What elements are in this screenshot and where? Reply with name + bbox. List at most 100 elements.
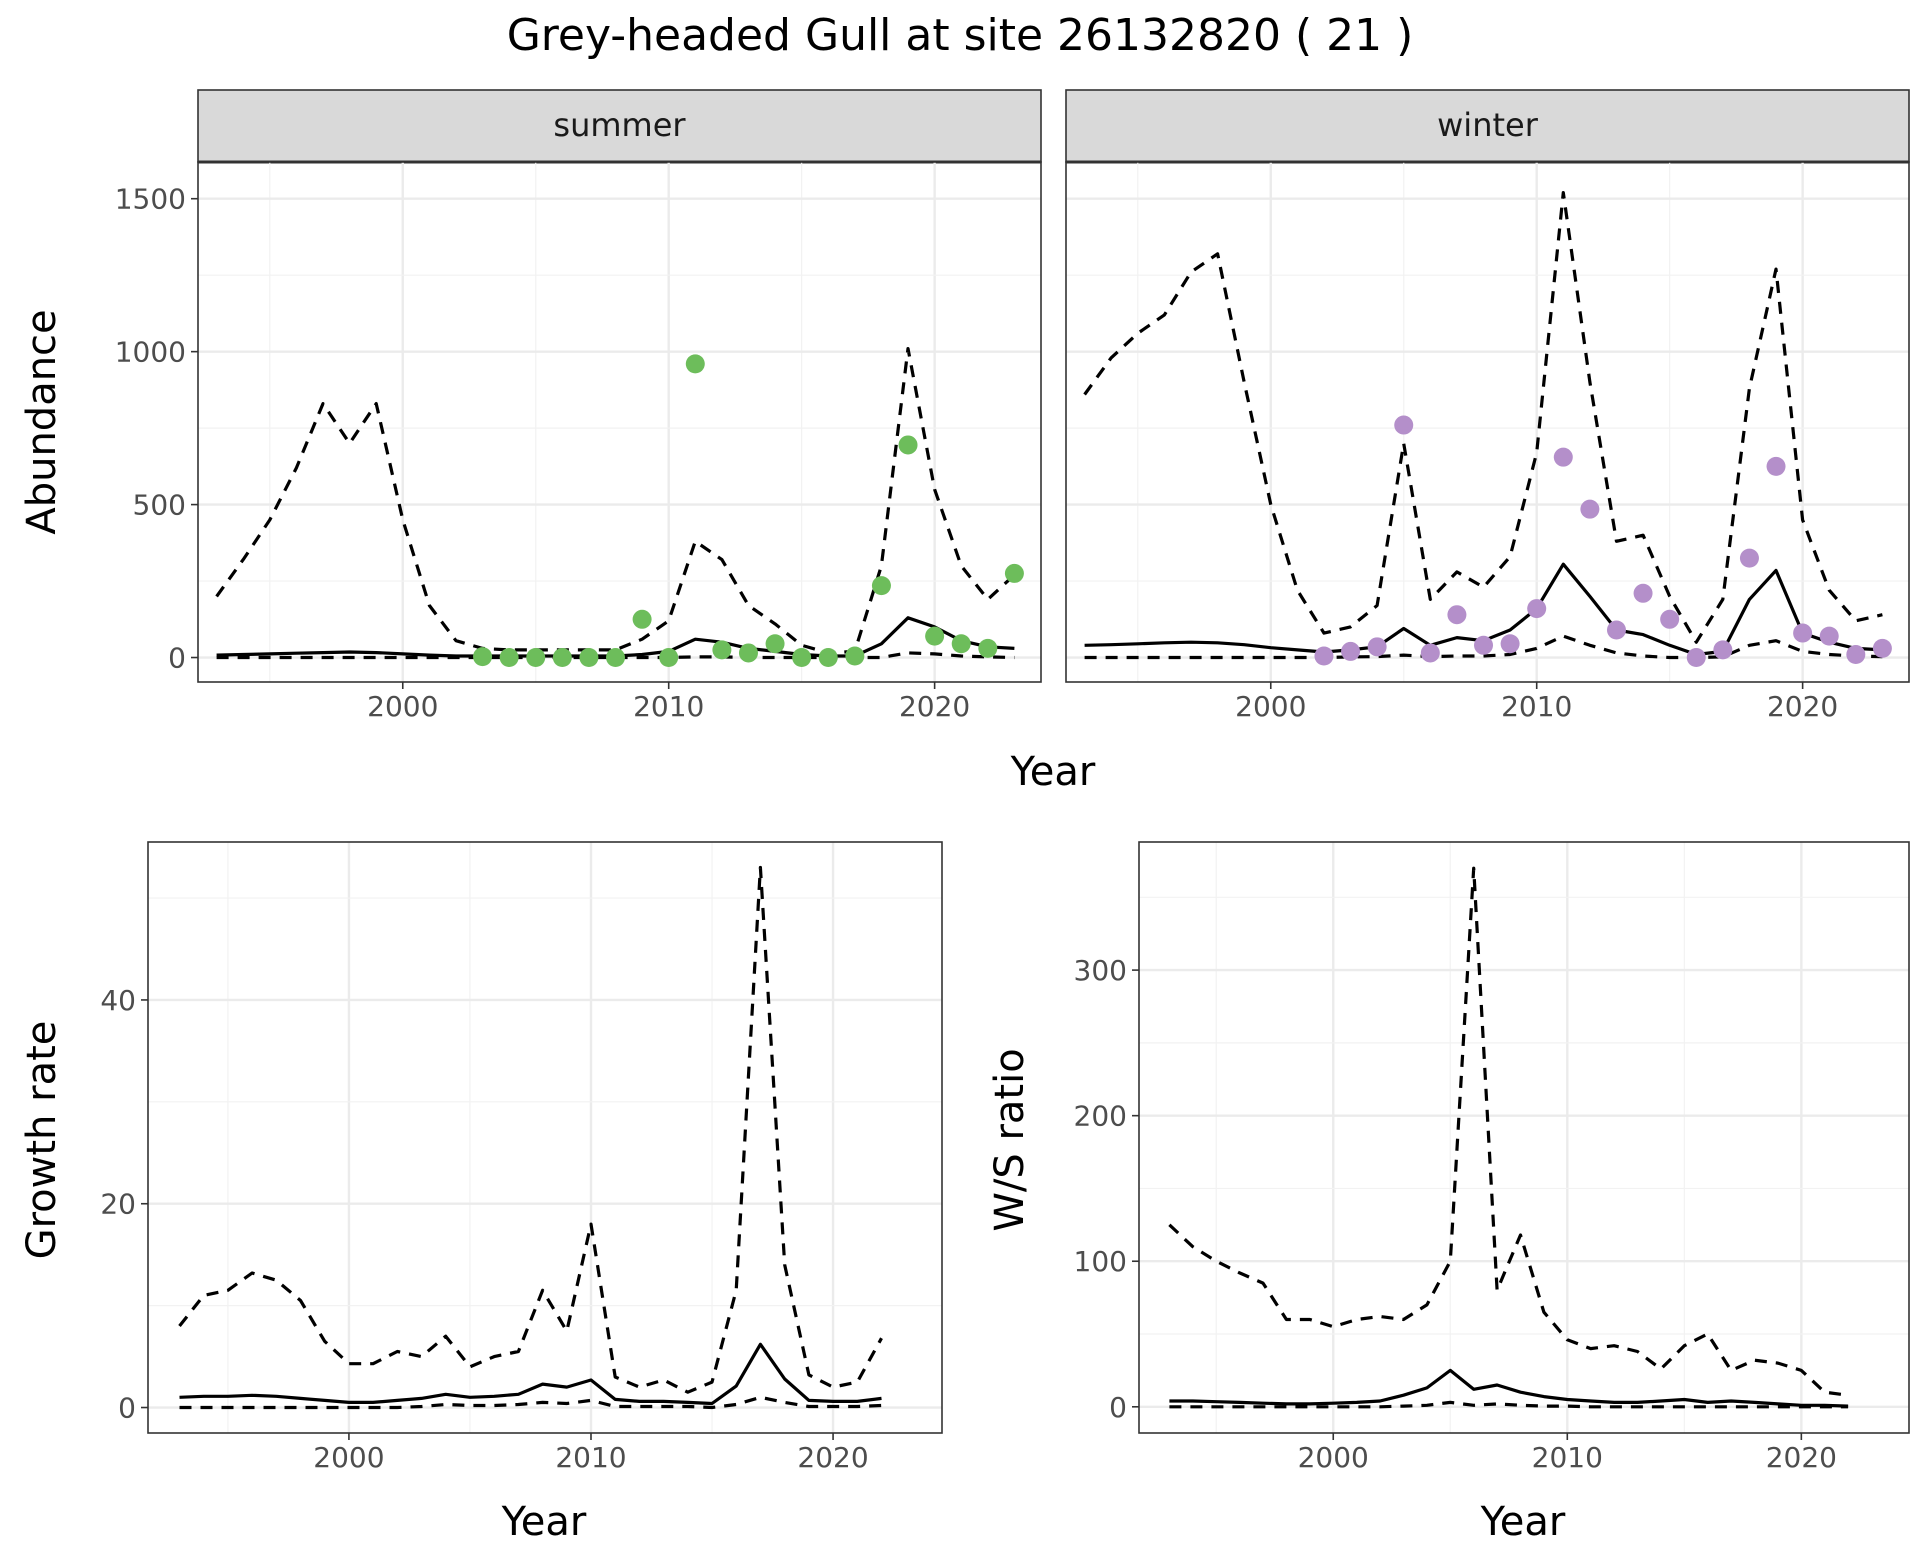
- winter-grid: [1066, 162, 1909, 682]
- growth-rate-median-line: [179, 1342, 882, 1406]
- growth-rate-y-axis-title: Growth rate: [19, 1021, 65, 1260]
- summer-point: [659, 648, 679, 668]
- summer-point: [738, 643, 758, 663]
- winter-x-tick-label: 2020: [1767, 690, 1838, 723]
- growth-rate-upper-bound-line: [178, 865, 883, 1394]
- ws-ratio-y-tick-label: 300: [1074, 954, 1127, 987]
- ws-ratio-panel: 2000 2010 2020 0 100 200 300: [1074, 841, 1910, 1474]
- summer-lower-bound-line: [216, 651, 1015, 660]
- ws-ratio-x-axis-title: Year: [1480, 1499, 1566, 1545]
- winter-point: [1819, 626, 1839, 646]
- ws-ratio-x-tick-label: 2020: [1766, 1441, 1837, 1474]
- summer-point: [765, 634, 785, 654]
- abundance-y-axis-title: Abundance: [19, 309, 65, 534]
- abundance-winter-panel: winter 2000 2010 2020: [1065, 89, 1910, 723]
- summer-strip-label: summer: [553, 106, 686, 144]
- summer-y-tick-label: 500: [133, 489, 186, 522]
- summer-x-tick-label: 2000: [367, 690, 438, 723]
- abundance-summer-panel: summer 2000 2010 2020 0 500 1000 1500: [115, 89, 1042, 723]
- winter-point: [1420, 643, 1440, 663]
- ws-ratio-plot-area: 2000 2010 2020 0 100 200 300: [1074, 841, 1910, 1474]
- ws-ratio-lower-bound-line: [1169, 1400, 1849, 1409]
- summer-strip: [197, 89, 1042, 163]
- winter-point: [1367, 637, 1387, 657]
- figure-title: Grey-headed Gull at site 26132820 ( 21 ): [507, 10, 1414, 61]
- summer-x-tick-label: 2010: [633, 690, 704, 723]
- summer-point: [632, 609, 652, 629]
- ws-ratio-x-tick-label: 2010: [1532, 1441, 1603, 1474]
- winter-plot-area: 2000 2010 2020: [1065, 161, 1910, 723]
- ws-ratio-y-tick-label: 200: [1074, 1100, 1127, 1133]
- winter-point: [1314, 646, 1334, 666]
- summer-point: [818, 648, 838, 668]
- summer-point: [579, 648, 599, 668]
- summer-point: [685, 354, 705, 374]
- summer-x-tick-label: 2020: [899, 690, 970, 723]
- winter-point: [1872, 638, 1892, 658]
- winter-points: [1314, 415, 1892, 668]
- summer-point: [845, 646, 865, 666]
- growth-rate-x-tick-label: 2010: [555, 1441, 626, 1474]
- summer-point: [871, 576, 891, 596]
- winter-point: [1766, 456, 1786, 476]
- growth-rate-y-tick-label: 0: [118, 1392, 136, 1425]
- summer-point: [978, 638, 998, 658]
- winter-point: [1500, 634, 1520, 654]
- ws-ratio-upper-bound-line: [1168, 866, 1849, 1397]
- winter-point: [1660, 609, 1680, 629]
- winter-x-tick-label: 2000: [1235, 690, 1306, 723]
- winter-point: [1580, 499, 1600, 519]
- summer-point: [898, 435, 918, 455]
- winter-point: [1713, 640, 1733, 660]
- winter-point: [1447, 605, 1467, 625]
- summer-points: [473, 354, 1024, 668]
- summer-point: [951, 634, 971, 654]
- summer-y-tick-label: 1500: [115, 183, 186, 216]
- summer-upper-bound-line: [215, 347, 1016, 655]
- summer-panel-border: [197, 161, 1042, 683]
- growth-rate-x-tick-label: 2020: [797, 1441, 868, 1474]
- summer-point: [473, 647, 493, 667]
- growth-rate-panel-border: [147, 841, 943, 1434]
- summer-grid: [198, 162, 1041, 682]
- growth-rate-grid: [148, 842, 942, 1433]
- winter-point: [1739, 548, 1759, 568]
- winter-point: [1341, 641, 1361, 661]
- ws-ratio-panel-border: [1138, 841, 1910, 1434]
- summer-point: [712, 640, 732, 660]
- winter-point: [1793, 623, 1813, 643]
- winter-point: [1527, 599, 1547, 619]
- summer-point: [552, 648, 572, 668]
- summer-point: [792, 648, 812, 668]
- winter-point: [1686, 648, 1706, 668]
- ws-ratio-median-line: [1169, 1368, 1849, 1408]
- winter-point: [1606, 620, 1626, 640]
- growth-rate-x-axis-title: Year: [501, 1499, 587, 1545]
- ws-ratio-y-tick-label: 0: [1109, 1391, 1127, 1424]
- growth-rate-plot-area: 2000 2010 2020 0 20 40: [100, 841, 943, 1474]
- winter-upper-bound-line: [1083, 191, 1883, 644]
- winter-point: [1474, 635, 1494, 655]
- growth-rate-lower-bound-line: [179, 1395, 882, 1410]
- winter-x-tick-label: 2010: [1501, 690, 1572, 723]
- winter-point: [1394, 415, 1414, 435]
- growth-rate-y-tick-label: 20: [100, 1188, 136, 1221]
- summer-y-tick-label: 0: [168, 642, 186, 675]
- winter-strip: [1065, 89, 1910, 163]
- growth-rate-y-tick-label: 40: [100, 984, 136, 1017]
- winter-lower-bound-line: [1084, 634, 1883, 660]
- winter-point: [1553, 447, 1573, 467]
- summer-point: [1004, 563, 1024, 583]
- summer-plot-area: 2000 2010 2020 0 500 1000 1500: [115, 161, 1042, 723]
- winter-panel-border: [1065, 161, 1910, 683]
- growth-rate-panel: 2000 2010 2020 0 20 40: [100, 841, 943, 1474]
- growth-rate-x-tick-label: 2000: [313, 1441, 384, 1474]
- summer-point: [606, 648, 626, 668]
- ws-ratio-x-tick-label: 2000: [1298, 1441, 1369, 1474]
- summer-point: [499, 648, 519, 668]
- summer-point: [925, 626, 945, 646]
- ws-ratio-y-axis-title: W/S ratio: [987, 1048, 1033, 1231]
- winter-strip-label: winter: [1437, 106, 1539, 144]
- abundance-x-axis-title: Year: [1010, 749, 1096, 795]
